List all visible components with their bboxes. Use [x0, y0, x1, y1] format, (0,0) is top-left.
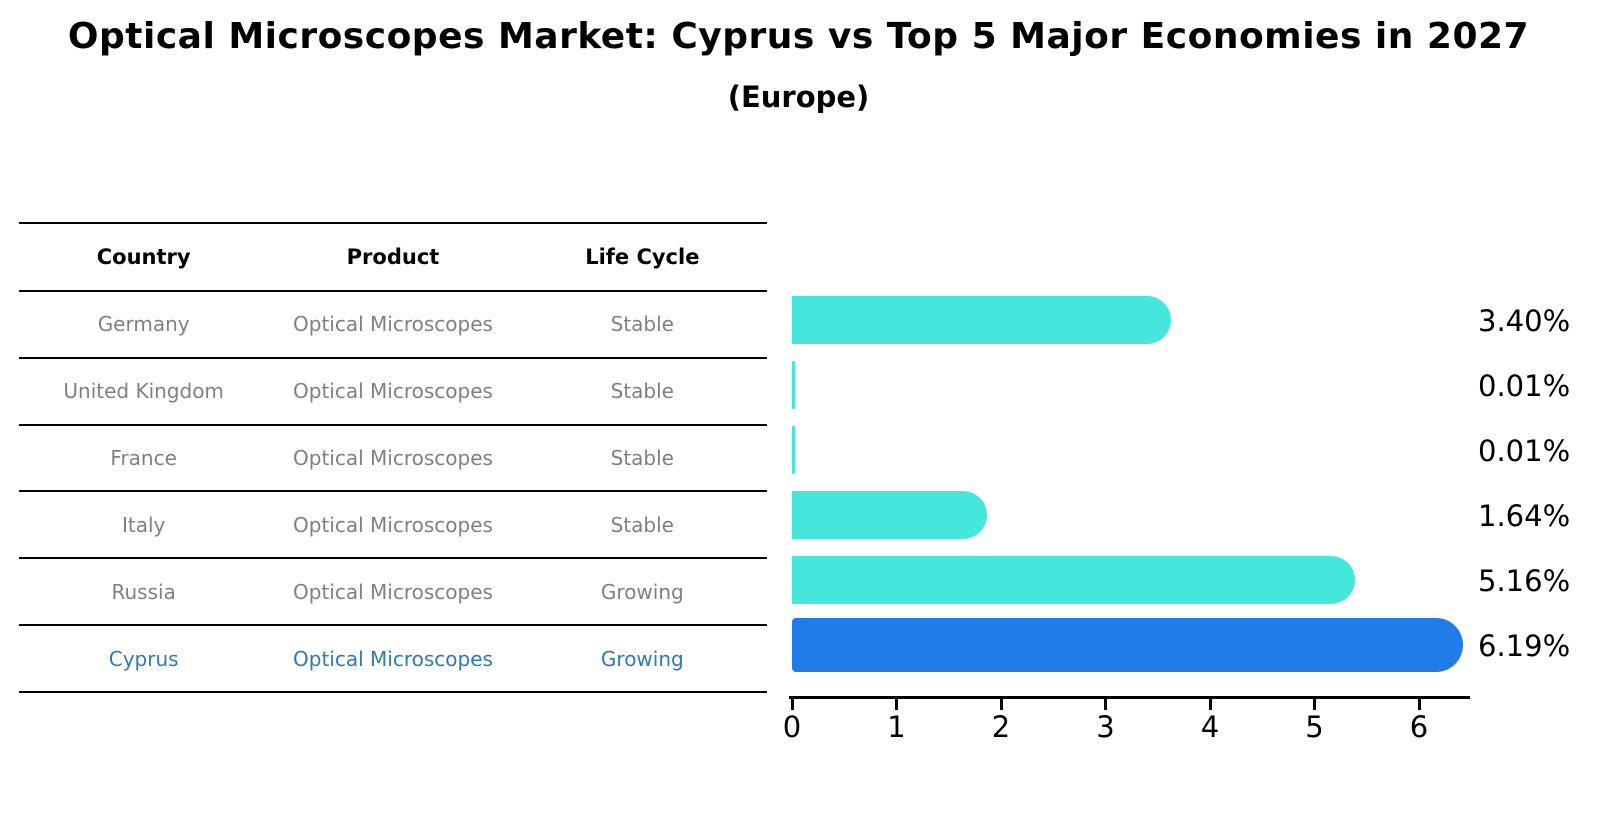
table-header-country: Country — [96, 245, 191, 269]
x-axis-tick — [895, 699, 898, 710]
bar-united-kingdom — [792, 361, 795, 410]
cell-product: Optical Microscopes — [293, 379, 493, 404]
bar-value-label-germany: 3.40% — [1478, 304, 1571, 339]
cell-country: Cyprus — [108, 646, 179, 671]
table-header-product: Product — [346, 245, 440, 269]
bar-germany — [792, 296, 1172, 345]
x-axis-tick-label: 0 — [782, 710, 802, 744]
x-axis-tick-label: 5 — [1305, 710, 1324, 744]
x-axis-tick-label: 3 — [1096, 710, 1115, 744]
x-axis-tick — [790, 699, 794, 710]
cell-product: Optical Microscopes — [293, 646, 493, 671]
bar-value-label-italy: 1.64% — [1478, 498, 1571, 533]
cell-country: France — [110, 446, 177, 471]
cell-country: Italy — [121, 512, 166, 537]
cell-product: Optical Microscopes — [293, 312, 493, 337]
x-axis-tick — [1208, 699, 1212, 710]
cell-product: Optical Microscopes — [293, 579, 493, 604]
cell-country: Russia — [111, 579, 176, 604]
table-row-united-kingdom: United Kingdom Optical Microscopes Stable — [19, 359, 767, 426]
cell-life-cycle: Stable — [610, 312, 674, 337]
x-axis-tick-label: 1 — [887, 710, 906, 744]
cell-life-cycle: Stable — [610, 379, 674, 404]
bar-value-label-united-kingdom: 0.01% — [1478, 369, 1571, 404]
x-axis-tick-label: 6 — [1409, 710, 1429, 744]
cell-life-cycle: Growing — [600, 579, 684, 604]
cell-country: United Kingdom — [63, 379, 224, 404]
x-axis-tick — [1104, 699, 1107, 710]
table-header-life-cycle: Life Cycle — [585, 245, 700, 269]
x-axis-tick — [999, 699, 1003, 710]
cell-product: Optical Microscopes — [293, 512, 493, 537]
table-row-russia: Russia Optical Microscopes Growing — [19, 559, 767, 627]
cell-product: Optical Microscopes — [293, 446, 493, 471]
cell-life-cycle: Stable — [610, 446, 674, 471]
chart-title: Optical Microscopes Market: Cyprus vs To… — [67, 16, 1530, 57]
bar-value-label-france: 0.01% — [1478, 434, 1571, 469]
x-axis-tick-label: 2 — [991, 710, 1011, 744]
bar-italy — [792, 490, 988, 539]
bar-russia — [792, 555, 1356, 604]
country-table: Country Product Life Cycle Germany Optica… — [19, 222, 767, 693]
table-row-cyprus: Cyprus Optical Microscopes Growing — [19, 626, 767, 693]
cell-life-cycle: Stable — [610, 512, 674, 537]
chart-subtitle: (Europe) — [727, 80, 870, 114]
table-body: Germany Optical Microscopes Stable United K… — [19, 292, 767, 693]
bar-value-label-russia: 5.16% — [1478, 563, 1571, 598]
x-axis-tick — [1313, 699, 1316, 710]
cell-country: Germany — [97, 312, 190, 337]
bar-france — [792, 426, 795, 475]
bar-value-label-cyprus: 6.19% — [1478, 628, 1571, 663]
cell-life-cycle: Growing — [600, 646, 684, 671]
x-axis-tick — [1417, 699, 1421, 710]
table-header-row: Country Product Life Cycle — [19, 222, 767, 292]
bar-cyprus — [792, 617, 1463, 672]
x-axis-tick-label: 4 — [1200, 710, 1220, 744]
x-axis-line — [789, 696, 1470, 699]
table-row-germany: Germany Optical Microscopes Stable — [19, 292, 767, 359]
table-row-italy: Italy Optical Microscopes Stable — [19, 492, 767, 560]
table-row-france: France Optical Microscopes Stable — [19, 426, 767, 493]
